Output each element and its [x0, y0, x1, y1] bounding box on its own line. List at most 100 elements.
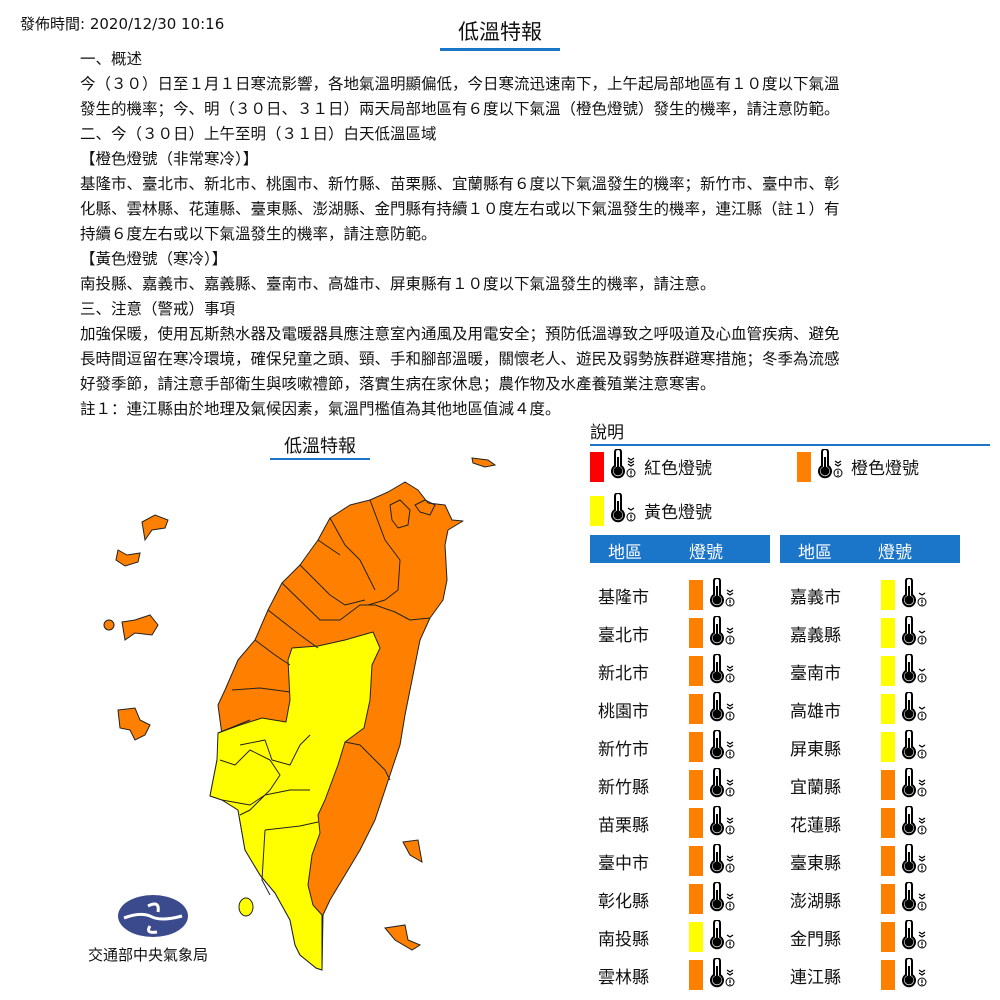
thermometer-alert-icon	[608, 448, 644, 484]
region-name: 宜蘭縣	[790, 777, 841, 798]
body-line: 一、概述	[80, 50, 143, 68]
table-row: 新竹縣	[598, 766, 743, 804]
report-body: 一、概述 今（３０）日至１月１日寒流影響，各地氣溫明顯偏低，今日寒流迅速南下，上午…	[80, 47, 920, 422]
thermometer-alert-icon	[707, 956, 743, 993]
thermometer-alert-icon	[899, 576, 935, 613]
thermometer-alert-icon	[608, 492, 644, 528]
region-name: 臺東縣	[790, 853, 841, 874]
table-row: 彰化縣	[598, 880, 743, 918]
body-line: 加強保暖，使用瓦斯熱水器及電暖器具應注意室內通風及用電安全；預防低溫導致之呼吸道…	[80, 325, 840, 343]
body-line: 註１：連江縣由於地理及氣候因素，氣溫門檻值為其他地區值減４度。	[80, 400, 561, 418]
body-line: 二、今（３０日）上午至明（３１日）白天低溫區域	[80, 125, 437, 143]
legend-label: 紅色燈號	[644, 459, 712, 479]
header-region: 地區	[608, 543, 642, 563]
swatch-yellow	[881, 618, 895, 648]
island-kinmen-2	[103, 619, 115, 631]
region-name: 彰化縣	[598, 891, 649, 912]
table-row: 新北市	[598, 652, 743, 690]
island-green	[402, 839, 423, 863]
island-liuqiu	[238, 897, 254, 917]
legend-label: 橙色燈號	[851, 459, 919, 479]
table-row: 花蓮縣	[790, 804, 935, 842]
swatch-orange	[689, 884, 703, 914]
header-signal: 燈號	[878, 543, 912, 563]
region-name: 金門縣	[790, 929, 841, 950]
thermometer-alert-icon	[899, 918, 935, 955]
cwb-logo-icon	[118, 895, 188, 937]
swatch-orange	[881, 770, 895, 800]
body-line: 【橙色燈號（非常寒冷）】	[80, 150, 259, 168]
body-line: 發生的機率；今、明（３０日、３１日）兩天局部地區有６度以下氣溫（橙色燈號）發生的…	[80, 100, 840, 118]
header-signal: 燈號	[689, 543, 723, 563]
table-row: 桃園市	[598, 690, 743, 728]
region-name: 高雄市	[790, 701, 841, 722]
swatch-orange	[689, 960, 703, 990]
swatch-orange	[881, 884, 895, 914]
region-name: 屏東縣	[790, 739, 841, 760]
table-row: 嘉義縣	[790, 614, 935, 652]
taiwan-warning-map	[103, 457, 497, 971]
region-name: 嘉義縣	[790, 625, 841, 646]
region-name: 嘉義市	[790, 587, 841, 608]
table-header-right: 地區 燈號	[780, 535, 960, 563]
region-name: 澎湖縣	[790, 891, 841, 912]
swatch-orange	[881, 960, 895, 990]
island-matsu	[471, 457, 497, 468]
swatch-orange	[689, 694, 703, 724]
region-name: 臺北市	[598, 625, 649, 646]
body-line: 【黃色燈號（寒冷）】	[80, 250, 228, 268]
swatch-yellow	[881, 580, 895, 610]
table-row: 臺東縣	[790, 842, 935, 880]
body-line: 好發季節，請注意手部衛生與咳嗽禮節，落實生病在家休息；農作物及水產養殖業注意寒害…	[80, 375, 716, 393]
table-row: 南投縣	[598, 918, 743, 956]
region-name: 南投縣	[598, 929, 649, 950]
thermometer-alert-icon	[899, 614, 935, 651]
table-row: 金門縣	[790, 918, 935, 956]
body-line: 三、注意（警戒）事項	[80, 300, 236, 318]
body-line: 基隆市、臺北市、新北市、桃園市、新竹縣、苗栗縣、宜蘭縣有６度以下氣溫發生的機率；…	[80, 175, 840, 193]
table-row: 雲林縣	[598, 956, 743, 994]
swatch-orange	[881, 846, 895, 876]
region-name: 桃園市	[598, 701, 649, 722]
region-name: 雲林縣	[598, 967, 649, 988]
table-row: 臺中市	[598, 842, 743, 880]
legend-label: 黃色燈號	[644, 503, 712, 523]
legend-title: 說明	[590, 418, 990, 446]
thermometer-alert-icon	[899, 842, 935, 879]
swatch-yellow	[689, 922, 703, 952]
island-kinmen-1	[121, 614, 159, 641]
swatch-orange	[689, 808, 703, 838]
region-name: 基隆市	[598, 587, 649, 608]
body-line: 南投縣、嘉義市、嘉義縣、臺南市、高雄市、屏東縣有１０度以下氣溫發生的機率，請注意…	[80, 275, 716, 293]
thermometer-alert-icon	[899, 880, 935, 917]
table-row: 苗栗縣	[598, 804, 743, 842]
thermometer-alert-icon	[899, 690, 935, 727]
map-taipei-boundary	[389, 499, 436, 529]
thermometer-alert-icon	[899, 766, 935, 803]
island-penghu-3	[117, 707, 151, 741]
legend-item-red: 紅色燈號	[590, 448, 712, 484]
body-line: 化縣、雲林縣、花蓮縣、臺東縣、澎湖縣、金門縣有持續１０度左右或以下氣溫發生的機率…	[80, 200, 840, 218]
header-region: 地區	[798, 543, 832, 563]
thermometer-alert-icon	[707, 842, 743, 879]
thermometer-alert-icon	[899, 804, 935, 841]
region-name: 新竹縣	[598, 777, 649, 798]
thermometer-alert-icon	[899, 652, 935, 689]
region-name: 苗栗縣	[598, 815, 649, 836]
body-line: 持續６度左右或以下氣溫發生的機率，請注意防範。	[80, 225, 437, 243]
thermometer-alert-icon	[707, 690, 743, 727]
table-row: 嘉義市	[790, 576, 935, 614]
thermometer-alert-icon	[707, 652, 743, 689]
thermometer-alert-icon	[707, 576, 743, 613]
table-row: 臺北市	[598, 614, 743, 652]
swatch-orange	[797, 451, 811, 482]
agency-name: 交通部中央氣象局	[88, 946, 209, 964]
legend-item-yellow: 黃色燈號	[590, 492, 712, 528]
table-row: 澎湖縣	[790, 880, 935, 918]
region-name: 新北市	[598, 663, 649, 684]
swatch-orange	[881, 922, 895, 952]
swatch-yellow	[881, 656, 895, 686]
map-boundaries	[217, 499, 431, 896]
region-name: 連江縣	[790, 967, 841, 988]
table-row: 屏東縣	[790, 728, 935, 766]
